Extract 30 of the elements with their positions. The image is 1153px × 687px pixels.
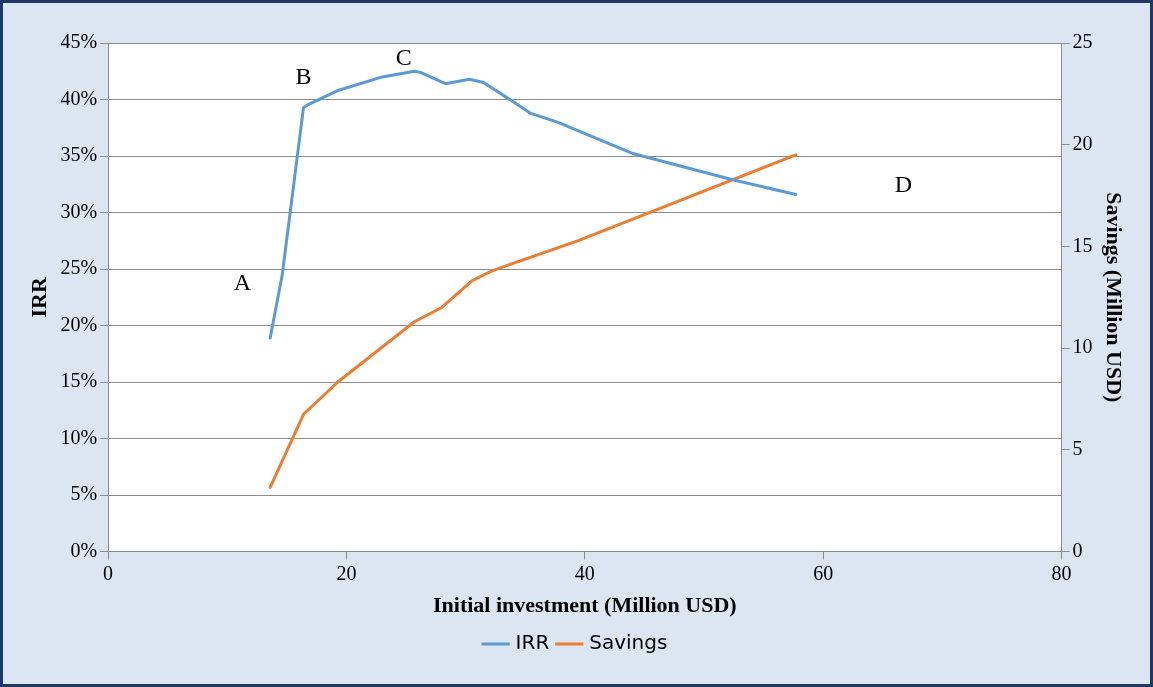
x-tick-label: 60 <box>813 561 834 584</box>
y-tick-label: 0% <box>70 538 98 561</box>
y2-tick-label: 0 <box>1072 538 1083 561</box>
annotation: B <box>295 62 312 89</box>
annotation: A <box>233 268 252 295</box>
y-tick-label: 30% <box>60 199 98 222</box>
x-tick-label: 20 <box>336 561 357 584</box>
y2-tick-label: 25 <box>1072 30 1093 53</box>
x-tick-label: 40 <box>574 561 595 584</box>
y-tick-label: 45% <box>60 30 98 53</box>
annotation: C <box>395 43 412 70</box>
y-tick-label: 10% <box>60 425 98 448</box>
y2-tick-label: 10 <box>1072 335 1093 358</box>
y-tick-label: 35% <box>60 143 98 166</box>
y-tick-label: 5% <box>70 482 98 505</box>
annotation: D <box>894 171 912 198</box>
legend-label: Savings <box>589 630 668 655</box>
y-axis-title: IRR <box>25 276 51 318</box>
y-tick-label: 40% <box>60 86 98 109</box>
x-tick-label: 0 <box>103 561 114 584</box>
y-tick-label: 25% <box>60 256 98 279</box>
y-tick-label: 20% <box>60 312 98 335</box>
y2-axis-title: Savings (Million USD) <box>1102 192 1128 403</box>
x-axis-title: Initial investment (Million USD) <box>432 592 737 618</box>
y2-tick-label: 15 <box>1072 233 1093 256</box>
x-tick-label: 80 <box>1051 561 1072 584</box>
legend-label: IRR <box>515 630 550 655</box>
y2-tick-label: 20 <box>1072 131 1093 154</box>
y2-tick-label: 5 <box>1072 437 1083 460</box>
y-tick-label: 15% <box>60 369 98 392</box>
